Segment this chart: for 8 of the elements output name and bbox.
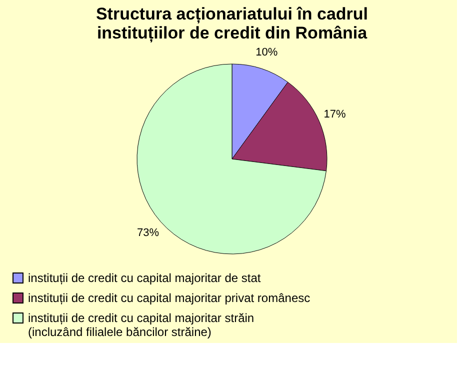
- legend-label: instituții de credit cu capital majoritar de stat: [28, 271, 262, 285]
- data-label: 73%: [136, 227, 160, 240]
- legend-label: instituții de credit cu capital majoritar privat românesc: [28, 291, 310, 305]
- data-label: 10%: [256, 46, 278, 58]
- legend-label: instituții de credit cu capital majoritar străin (incluzând filialele băncilor străine): [28, 311, 254, 339]
- data-label: 17%: [324, 108, 346, 121]
- pie-slice: [136, 64, 326, 254]
- chart-title: Structura acționariatului în cadrul instituțiilor de credit din România: [96, 4, 368, 42]
